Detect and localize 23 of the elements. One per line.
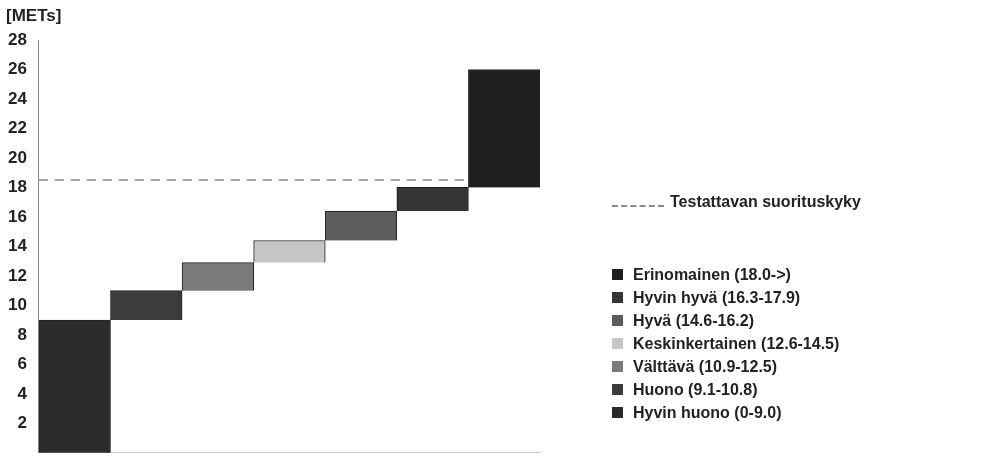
legend-label: Erinomainen (18.0->) (633, 265, 791, 284)
legend-label: Huono (9.1-10.8) (633, 380, 758, 399)
y-tick-label: 6 (17, 354, 27, 374)
legend-label: Hyvin huono (0-9.0) (633, 403, 782, 422)
y-tick-label: 26 (7, 59, 27, 79)
y-tick-label: 18 (7, 177, 27, 197)
legend-label: Hyvä (14.6-16.2) (633, 311, 754, 330)
y-tick-label: 28 (7, 29, 27, 49)
legend-label: Hyvin hyvä (16.3-17.9) (633, 288, 801, 307)
y-tick-label: 4 (17, 383, 28, 403)
y-tick-label: 24 (7, 88, 28, 108)
legend-label: Välttävä (10.9-12.5) (633, 357, 778, 376)
y-axis-title: [METs] (6, 6, 62, 26)
y-tick-label: 22 (7, 118, 27, 138)
y-tick-label: 2 (17, 413, 27, 432)
y-tick-label: 20 (7, 147, 27, 167)
y-tick-label: 16 (7, 206, 27, 226)
legend-label: Testattavan suorituskyky (670, 192, 861, 211)
y-tick-label: 14 (7, 236, 28, 256)
y-tick-label: 12 (7, 265, 27, 285)
legend-label: Keskinkertainen (12.6-14.5) (633, 334, 840, 353)
y-tick-label: 8 (17, 324, 27, 344)
y-tick-label: 10 (7, 295, 27, 315)
